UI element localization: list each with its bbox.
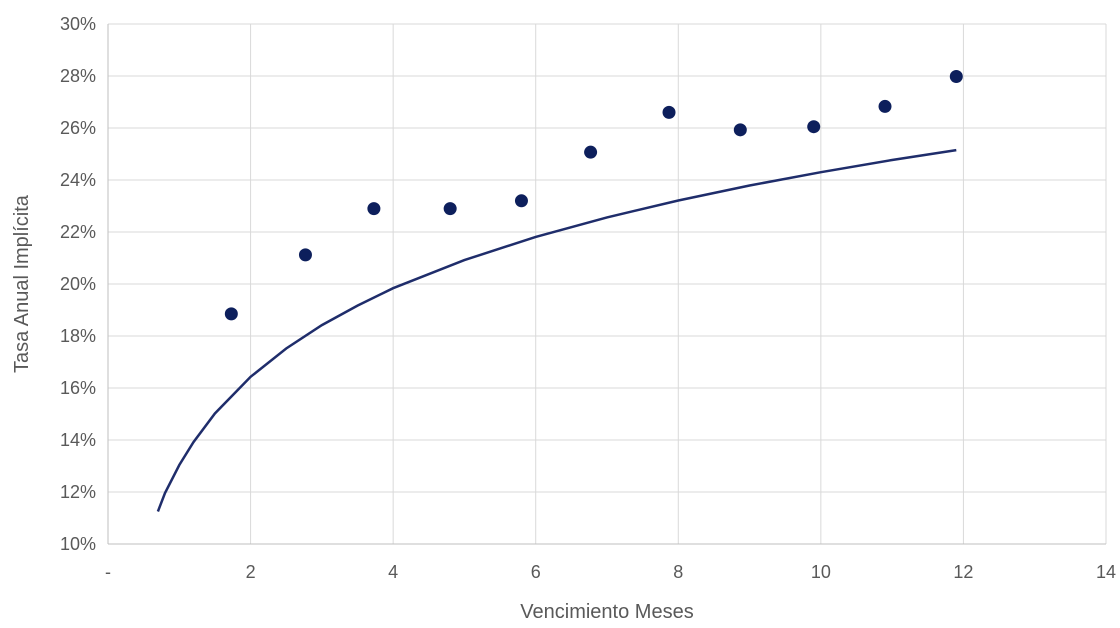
y-tick-label: 20%: [60, 274, 96, 294]
x-tick-label: -: [105, 562, 111, 582]
x-axis-title: Vencimiento Meses: [520, 601, 693, 623]
x-tick-label: 12: [953, 562, 973, 582]
grid-layer: [108, 23, 1107, 544]
y-axis-title: Tasa Anual Implícita: [11, 194, 33, 373]
data-point: [878, 99, 892, 113]
data-point: [584, 145, 598, 159]
data-point: [949, 70, 963, 84]
y-tick-label: 16%: [60, 378, 96, 398]
series-layer: [156, 70, 963, 512]
x-tick-label: 14: [1096, 562, 1116, 582]
data-point: [662, 105, 676, 119]
x-tick-label: 8: [673, 562, 683, 582]
x-tick-label: 2: [246, 562, 256, 582]
trend-line: [156, 148, 957, 512]
tick-labels: 10% 12% 14% 16% 18% 20% 22% 24% 26% 28% 30% - 2 4 6 8 10…: [60, 14, 1116, 582]
y-tick-label: 14%: [60, 430, 96, 450]
data-point: [443, 202, 457, 216]
y-tick-label: 26%: [60, 118, 96, 138]
y-tick-label: 10%: [60, 534, 96, 554]
x-tick-label: 10: [811, 562, 831, 582]
y-tick-label: 24%: [60, 170, 96, 190]
data-point: [298, 248, 312, 262]
y-tick-label: 28%: [60, 66, 96, 86]
data-point: [733, 123, 747, 137]
x-tick-label: 4: [388, 562, 398, 582]
y-tick-label: 18%: [60, 326, 96, 346]
data-point: [367, 202, 381, 216]
y-tick-label: 30%: [60, 14, 96, 34]
data-point: [514, 194, 528, 208]
y-tick-label: 22%: [60, 222, 96, 242]
data-point: [807, 120, 821, 134]
x-tick-label: 6: [531, 562, 541, 582]
axis-layer: [107, 24, 1106, 545]
data-point: [224, 307, 238, 321]
y-tick-label: 12%: [60, 482, 96, 502]
